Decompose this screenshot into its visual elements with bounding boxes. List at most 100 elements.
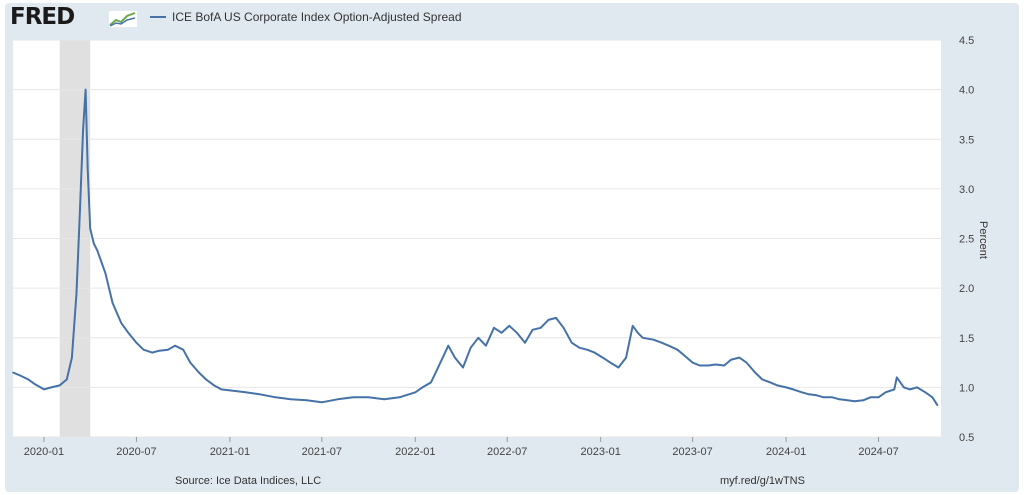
data-point	[524, 341, 526, 344]
legend-swatch	[150, 16, 166, 18]
data-point	[86, 168, 89, 170]
data-point	[477, 336, 480, 339]
fred-chart-icon	[108, 10, 138, 28]
data-point	[398, 396, 401, 399]
data-point	[691, 361, 694, 364]
data-point	[89, 227, 92, 230]
data-point	[903, 386, 905, 389]
data-point	[454, 356, 456, 359]
y-tick-label: 4.5	[959, 35, 974, 47]
y-tick-label: 2.0	[959, 283, 974, 295]
data-point	[555, 317, 557, 319]
data-point	[539, 327, 542, 329]
data-point	[66, 378, 68, 381]
data-point	[831, 396, 834, 399]
data-point	[617, 366, 620, 369]
x-tick-label: 2022-07	[487, 446, 527, 458]
data-point	[158, 349, 161, 352]
data-point	[34, 383, 37, 386]
x-tick-label: 2021-01	[210, 446, 250, 458]
data-point	[82, 128, 84, 131]
data-point	[531, 329, 534, 331]
data-point	[884, 391, 887, 394]
data-point	[714, 363, 717, 366]
y-axis-label: Percent	[977, 221, 989, 259]
data-point	[792, 388, 794, 391]
data-point	[869, 396, 872, 399]
data-point	[877, 396, 880, 399]
data-point	[96, 249, 99, 252]
data-point	[12, 371, 14, 374]
x-tick-label: 2024-07	[858, 446, 898, 458]
gridlines-layer	[13, 39, 941, 438]
data-point	[367, 396, 370, 399]
series-layer	[12, 88, 939, 407]
y-axis-ticks: 0.5 1.0 1.5 2.0 2.5 3.0 3.5 4.0 4.5	[959, 35, 974, 444]
data-point	[75, 292, 78, 294]
share-link[interactable]: myf.red/g/1wTNS	[720, 475, 805, 487]
data-point	[893, 388, 896, 391]
series-line-0[interactable]	[12, 88, 939, 406]
y-tick-label: 0.5	[959, 432, 974, 444]
fred-logo[interactable]: FRED	[10, 4, 75, 30]
data-point	[745, 361, 748, 364]
data-point	[862, 399, 865, 402]
data-point	[676, 348, 679, 351]
data-point	[462, 366, 464, 369]
x-tick-label: 2020-07	[116, 446, 156, 458]
data-point	[562, 327, 565, 329]
data-point	[931, 396, 934, 399]
x-tick-label: 2022-01	[395, 446, 435, 458]
x-tick-label: 2023-01	[580, 446, 620, 458]
y-tick-label: 1.0	[959, 382, 974, 394]
data-point	[683, 354, 686, 357]
data-point	[853, 400, 856, 403]
data-point	[769, 381, 772, 384]
x-tick-label: 2023-07	[672, 446, 712, 458]
data-point	[205, 378, 207, 381]
data-point	[92, 242, 95, 245]
data-point	[19, 374, 21, 377]
data-point	[698, 364, 701, 367]
data-point	[174, 344, 176, 347]
data-point	[84, 88, 87, 91]
legend-series-name: ICE BofA US Corporate Index Option-Adjus…	[172, 10, 462, 24]
data-point	[229, 389, 231, 392]
data-point	[924, 391, 927, 394]
y-tick-label: 3.5	[959, 134, 974, 146]
data-point	[27, 378, 30, 381]
data-point	[430, 381, 432, 384]
data-point	[785, 386, 787, 389]
data-point	[667, 344, 670, 347]
data-point	[274, 396, 277, 399]
data-point	[437, 366, 439, 369]
data-point	[808, 393, 810, 396]
source-note: Source: Ice Data Indices, LLC	[175, 475, 322, 487]
data-point	[707, 364, 710, 367]
data-point	[469, 346, 472, 349]
data-point	[321, 401, 323, 404]
data-point	[79, 207, 81, 210]
data-point	[104, 272, 107, 275]
data-point	[508, 325, 511, 327]
legend[interactable]: ICE BofA US Corporate Index Option-Adjus…	[150, 10, 462, 24]
data-point	[414, 391, 417, 394]
data-point	[723, 364, 725, 367]
data-point	[516, 331, 518, 334]
data-point	[151, 351, 153, 354]
data-point	[631, 325, 634, 327]
data-point	[127, 331, 130, 334]
data-point	[447, 344, 450, 347]
data-point	[636, 331, 639, 334]
data-point	[182, 348, 184, 351]
data-point	[500, 331, 503, 334]
data-point	[244, 391, 247, 394]
data-point	[421, 386, 424, 389]
data-point	[754, 371, 756, 374]
data-point	[609, 361, 612, 364]
data-point	[578, 346, 581, 349]
data-point	[198, 371, 200, 374]
data-point	[135, 341, 138, 344]
data-point	[730, 358, 733, 361]
